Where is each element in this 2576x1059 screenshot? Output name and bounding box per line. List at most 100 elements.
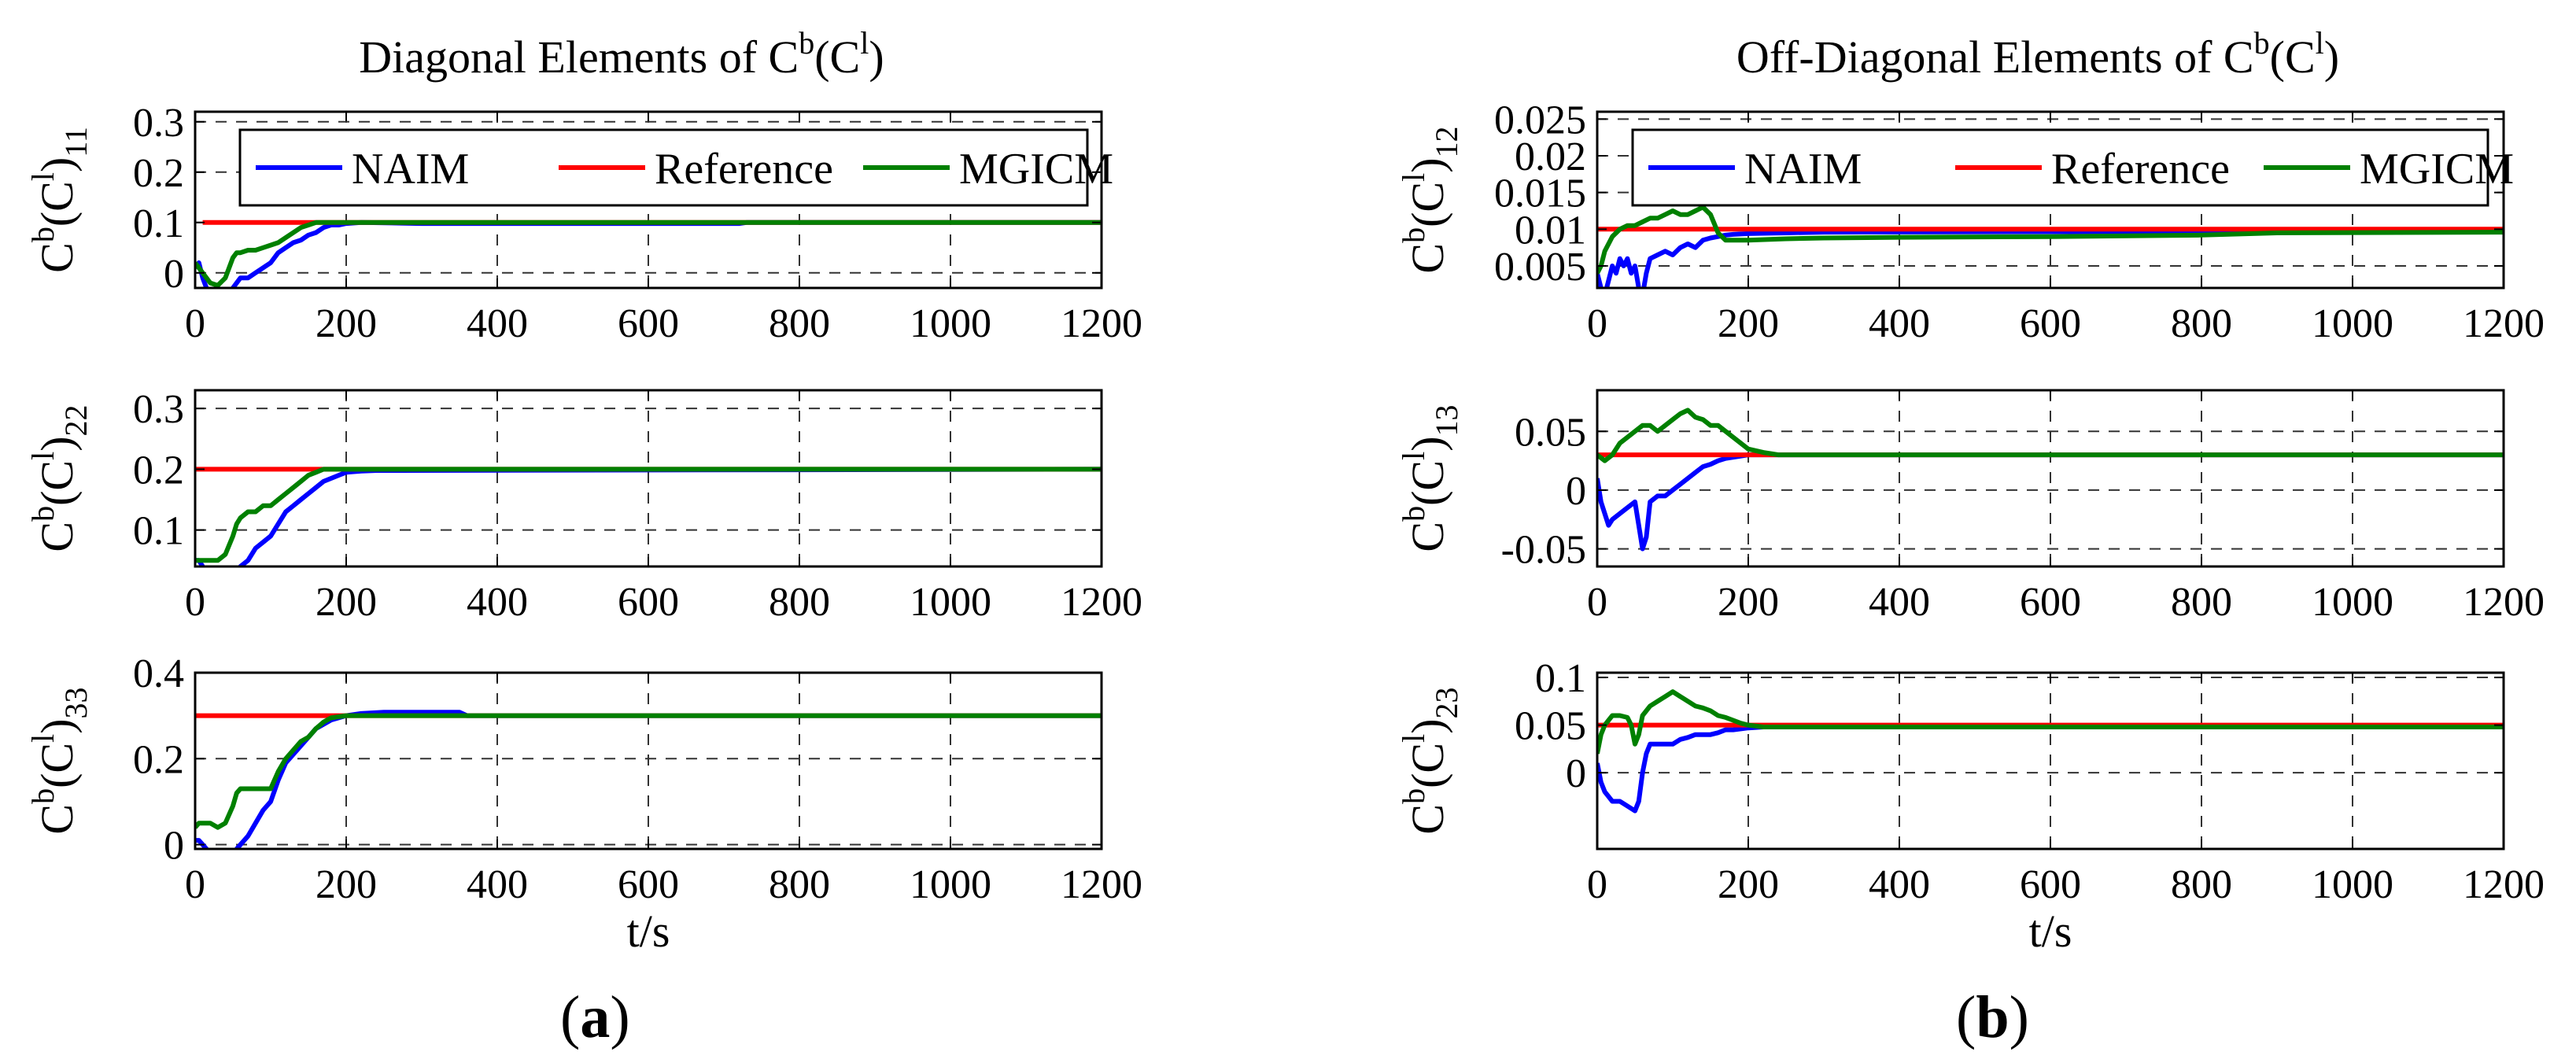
x-tick-label: 0 — [1587, 301, 1607, 346]
x-tick-label: 200 — [1718, 301, 1779, 346]
y-axis-label-part: 33 — [58, 687, 94, 718]
series-group — [1597, 689, 2504, 814]
y-axis-label: Cb(Cl)13 — [1396, 404, 1464, 552]
x-axis-label: t/s — [627, 906, 670, 957]
y-axis-label-part: l — [25, 452, 61, 460]
plots-layer: 0 200 400 600 800 1000 120000.10.20.3Cb(Cl)11N… — [25, 98, 2545, 957]
series-line-mgicm — [1597, 205, 2504, 275]
y-tick-label: 0.05 — [1515, 410, 1586, 455]
x-tick-label: 1200 — [1061, 862, 1142, 907]
x-tick-label: 200 — [316, 580, 377, 625]
x-tick-label: 1200 — [1061, 301, 1142, 346]
title-offdiagonal: Off-Diagonal Elements of Cb(Cl) — [1736, 25, 2339, 83]
y-axis-label-part: ) — [31, 157, 83, 172]
y-axis-label-part: (C — [1402, 182, 1453, 227]
title-diagonal: Diagonal Elements of Cb(Cl) — [359, 25, 884, 83]
x-tick-label: 1200 — [1061, 580, 1142, 625]
y-tick-label: 0.025 — [1494, 98, 1586, 142]
subplot-22: 0 200 400 600 800 1000 1200 0.1 0.2 0.3 Cb(Cl)22 — [25, 387, 1142, 625]
y-axis-label-part: ) — [1402, 718, 1453, 733]
legend: NAIM Reference MGICM — [238, 128, 1113, 207]
panel-b-letter: b — [1976, 984, 2010, 1050]
x-tick-label: 800 — [769, 301, 830, 346]
y-axis-label-part: l — [1396, 734, 1431, 743]
x-tick-label: 1200 — [2463, 862, 2545, 907]
y-axis-label: Cb(Cl)11 — [25, 127, 94, 273]
y-axis-label-part: C — [1402, 804, 1453, 835]
series-line-mgicm — [195, 220, 1102, 288]
series-line-naim — [195, 467, 1102, 566]
y-tick-label: 0.005 — [1494, 245, 1586, 290]
y-tick-label: 0.1 — [133, 509, 184, 554]
x-tick-label: 1000 — [910, 862, 991, 907]
y-tick-label: -0.05 — [1501, 528, 1586, 573]
x-tick-label: 600 — [2020, 580, 2081, 625]
series-group — [1597, 408, 2504, 552]
x-tick-label: 800 — [2171, 301, 2232, 346]
y-axis-label-part: b — [25, 506, 61, 522]
y-axis-label-part: C — [1402, 243, 1453, 274]
legend-label-naim: NAIM — [1744, 145, 1862, 194]
x-tick-label: 1000 — [2312, 862, 2393, 907]
y-axis-label-part: ) — [31, 436, 83, 451]
x-tick-label: 600 — [618, 580, 679, 625]
y-axis-label-part: 22 — [58, 404, 94, 436]
y-axis-label: Cb(Cl)22 — [25, 404, 94, 552]
y-tick-label: 0.3 — [133, 387, 184, 432]
x-tick-label: 800 — [769, 862, 830, 907]
x-tick-label: 600 — [618, 301, 679, 346]
y-axis-label-part: l — [1396, 452, 1431, 460]
y-tick-label: 0.015 — [1494, 172, 1586, 216]
x-tick-label: 400 — [1869, 301, 1930, 346]
subplot-33: 0 200 400 600 800 1000 1200 0 0.2 0.4 Cb(Cl)33 t/s — [25, 651, 1142, 957]
y-axis-label-part: C — [1402, 522, 1453, 552]
x-tick-label: 0 — [185, 580, 205, 625]
y-tick-label: 0 — [164, 252, 184, 297]
y-axis-label-part: 11 — [58, 127, 94, 157]
y-axis-label-part: b — [25, 788, 61, 804]
y-tick-label: 0.3 — [133, 101, 184, 146]
x-tick-label: 1000 — [2312, 580, 2393, 625]
y-axis-label-part: C — [31, 242, 83, 273]
x-axis-label: t/s — [2029, 906, 2072, 957]
legend-label-mgicm: MGICM — [2360, 145, 2514, 194]
y-axis-label-part: l — [1396, 173, 1431, 182]
x-tick-label: 800 — [2171, 862, 2232, 907]
x-tick-label: 1200 — [2463, 580, 2545, 625]
y-tick-label: 0.01 — [1515, 208, 1586, 253]
y-axis-label-part: 23 — [1429, 687, 1464, 718]
series-group — [195, 710, 1102, 849]
y-axis-label-part: C — [31, 804, 83, 835]
y-axis-label-part: (C — [1402, 743, 1453, 788]
series-group — [195, 220, 1102, 288]
y-axis-label-part: C — [31, 522, 83, 552]
y-tick-label: 0.1 — [1535, 656, 1586, 701]
y-axis-label-part: ) — [1402, 157, 1453, 172]
x-tick-label: 400 — [467, 862, 528, 907]
y-tick-label: 0.2 — [133, 737, 184, 782]
legend-label-mgicm: MGICM — [959, 145, 1113, 194]
y-tick-label: 0.2 — [133, 448, 184, 493]
series-line-naim — [1597, 228, 2504, 288]
legend-label-reference: Reference — [655, 145, 833, 194]
x-tick-label: 800 — [2171, 580, 2232, 625]
x-tick-label: 0 — [185, 301, 205, 346]
series-line-naim — [1597, 723, 2504, 814]
y-axis-label: Cb(Cl)33 — [25, 687, 94, 834]
y-tick-label: 0.2 — [133, 151, 184, 196]
x-tick-label: 0 — [1587, 862, 1607, 907]
y-tick-label: 0 — [164, 824, 184, 869]
y-axis-label-part: l — [25, 172, 61, 181]
y-axis-label-part: b — [1396, 506, 1431, 522]
y-axis-label-part: b — [1396, 227, 1431, 243]
x-tick-label: 600 — [618, 862, 679, 907]
title-offdiagonal-main: Off-Diagonal Elements of C — [1736, 31, 2254, 83]
y-axis-label: Cb(Cl)12 — [1396, 126, 1464, 273]
y-tick-label: 0.02 — [1515, 135, 1586, 179]
series-group — [195, 467, 1102, 566]
y-axis-label-part: l — [25, 734, 61, 743]
y-axis-label-part: ) — [1402, 436, 1453, 451]
x-tick-label: 1000 — [2312, 301, 2393, 346]
x-tick-label: 600 — [2020, 862, 2081, 907]
